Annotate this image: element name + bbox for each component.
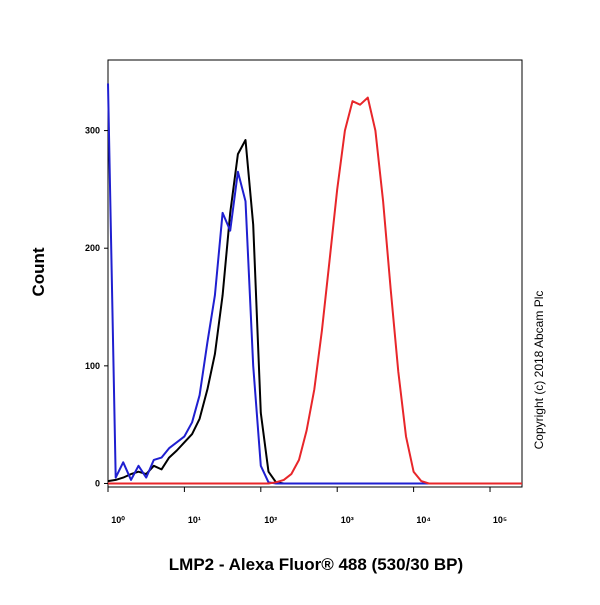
y-axis-label: Count (29, 247, 48, 296)
series-line (108, 96, 522, 485)
x-tick-label: 10⁰ (111, 515, 125, 525)
y-tick-label: 0 (95, 478, 100, 488)
copyright: Copyright (c) 2018 Abcam Plc (532, 291, 546, 450)
x-tick-label: 10⁵ (493, 515, 507, 525)
y-tick-label: 200 (85, 243, 100, 253)
plot-frame (107, 59, 523, 488)
x-tick-label: 10² (264, 515, 277, 525)
x-tick-label: 10³ (341, 515, 354, 525)
y-tick-label: 300 (85, 126, 100, 136)
x-tick-label: 10⁴ (416, 515, 430, 525)
series-line (107, 83, 522, 485)
x-axis-label: LMP2 - Alexa Fluor® 488 (530/30 BP) (169, 555, 463, 574)
series-line (107, 139, 522, 485)
y-tick-label: 100 (85, 361, 100, 371)
x-tick-label: 10¹ (188, 515, 201, 525)
